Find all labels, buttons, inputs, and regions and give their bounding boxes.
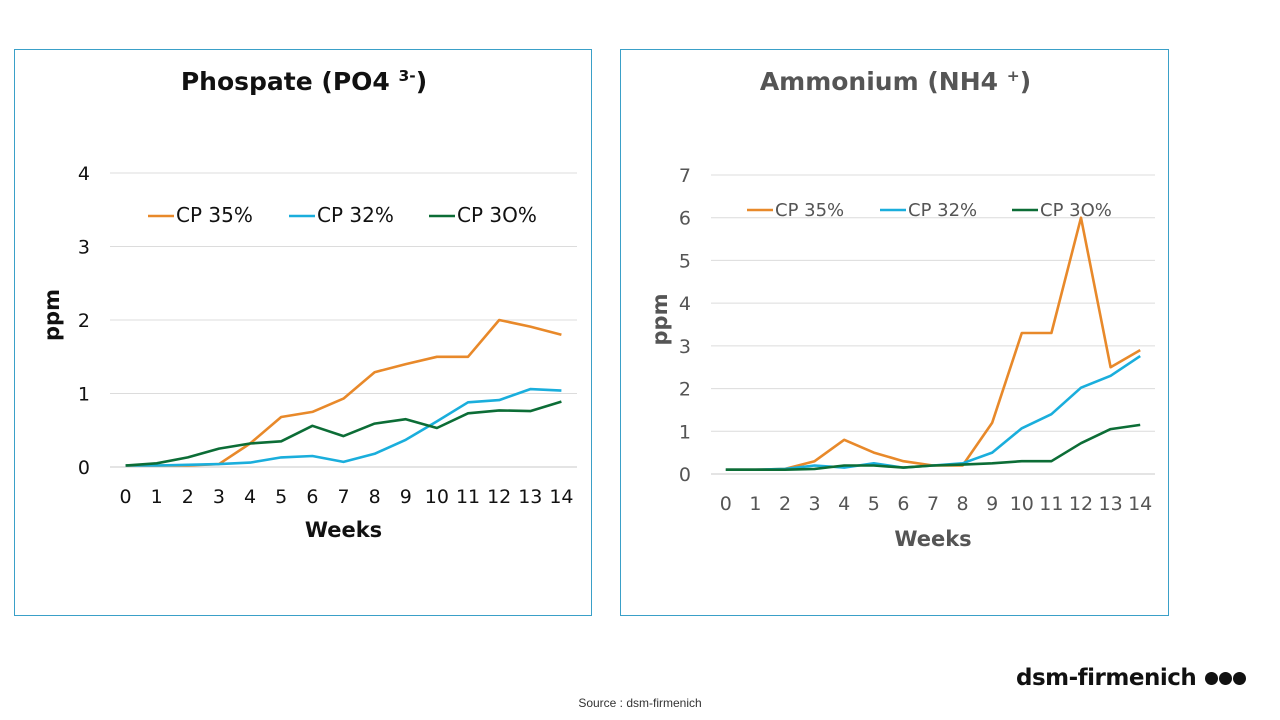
y-tick-label: 1 bbox=[679, 421, 691, 443]
x-tick-label: 3 bbox=[213, 486, 225, 508]
brand-name: dsm-firmenich bbox=[1016, 665, 1197, 691]
chart-title-superscript: 3- bbox=[399, 67, 416, 85]
x-tick-label: 8 bbox=[369, 486, 381, 508]
brand-logo: dsm-firmenich bbox=[1016, 662, 1247, 694]
y-tick-label: 2 bbox=[78, 310, 90, 332]
x-tick-label: 10 bbox=[1010, 493, 1034, 515]
series-line-2 bbox=[725, 355, 1141, 472]
series-line-1 bbox=[725, 216, 1141, 472]
x-tick-label: 6 bbox=[897, 493, 909, 515]
y-tick-label: 7 bbox=[679, 165, 691, 187]
y-tick-label: 5 bbox=[679, 250, 691, 272]
y-tick-label: 0 bbox=[679, 464, 691, 486]
brand-dots-icon bbox=[1204, 671, 1247, 685]
x-tick-label: 5 bbox=[275, 486, 287, 508]
chart-title-close: ) bbox=[1020, 67, 1031, 96]
legend-label: CP 32% bbox=[908, 200, 977, 221]
x-tick-label: 1 bbox=[749, 493, 761, 515]
x-tick-label: 13 bbox=[518, 486, 542, 508]
x-tick-label: 14 bbox=[549, 486, 573, 508]
chart-title-main: Ammonium (NH4 bbox=[760, 67, 1007, 96]
x-tick-label: 0 bbox=[720, 493, 732, 515]
x-tick-label: 9 bbox=[986, 493, 998, 515]
x-tick-label: 4 bbox=[244, 486, 256, 508]
x-tick-label: 11 bbox=[456, 486, 480, 508]
series-line-1 bbox=[125, 318, 562, 467]
chart-title-main: Phospate (PO4 bbox=[181, 67, 399, 96]
legend-label: CP 35% bbox=[176, 203, 253, 227]
x-tick-label: 1 bbox=[151, 486, 163, 508]
x-tick-label: 10 bbox=[425, 486, 449, 508]
phosphate-chart-panel: Phospate (PO4 3-) 0 1 2 3 4 0 1 2 3 4 5 6 7 8 9 10 11 12 13… bbox=[14, 49, 592, 616]
x-tick-label: 0 bbox=[120, 486, 132, 508]
x-tick-label: 4 bbox=[838, 493, 850, 515]
y-tick-label: 6 bbox=[679, 208, 691, 230]
y-tick-label: 4 bbox=[679, 293, 691, 315]
x-tick-label: 9 bbox=[400, 486, 412, 508]
legend-label: CP 3O% bbox=[1040, 200, 1112, 221]
y-axis-label: ppm bbox=[40, 289, 64, 341]
x-tick-label: 2 bbox=[779, 493, 791, 515]
x-tick-label: 14 bbox=[1128, 493, 1152, 515]
legend-label: CP 3O% bbox=[457, 203, 537, 227]
y-tick-label: 3 bbox=[679, 336, 691, 358]
legend-label: CP 35% bbox=[775, 200, 844, 221]
chart-title-superscript: + bbox=[1007, 67, 1020, 85]
series-line-2 bbox=[125, 387, 562, 467]
x-tick-label: 5 bbox=[868, 493, 880, 515]
y-tick-label: 4 bbox=[78, 163, 90, 185]
series-line-3 bbox=[725, 423, 1141, 472]
x-tick-label: 12 bbox=[1069, 493, 1093, 515]
ammonium-chart-panel: Ammonium (NH4 +) 0 1 2 3 4 5 6 7 0 1 2 3 4 5 6 7 8 9 10 11 12… bbox=[620, 49, 1169, 616]
x-tick-label: 7 bbox=[337, 486, 349, 508]
y-tick-label: 0 bbox=[78, 457, 90, 479]
y-tick-label: 1 bbox=[78, 384, 90, 406]
x-tick-label: 2 bbox=[182, 486, 194, 508]
y-tick-label: 2 bbox=[679, 379, 691, 401]
x-axis-label: Weeks bbox=[894, 527, 971, 551]
x-tick-label: 7 bbox=[927, 493, 939, 515]
chart-title-close: ) bbox=[416, 67, 427, 96]
chart-title: Phospate (PO4 3-) bbox=[181, 67, 427, 96]
chart-title: Ammonium (NH4 +) bbox=[760, 67, 1031, 96]
x-axis-label: Weeks bbox=[305, 518, 382, 542]
x-tick-label: 8 bbox=[957, 493, 969, 515]
x-tick-label: 13 bbox=[1099, 493, 1123, 515]
y-tick-label: 3 bbox=[78, 237, 90, 259]
x-tick-label: 6 bbox=[306, 486, 318, 508]
x-tick-label: 11 bbox=[1039, 493, 1063, 515]
x-tick-label: 3 bbox=[809, 493, 821, 515]
legend-label: CP 32% bbox=[317, 203, 394, 227]
x-tick-label: 12 bbox=[487, 486, 511, 508]
source-note: Source : dsm-firmenich bbox=[578, 696, 702, 710]
y-axis-label: ppm bbox=[648, 294, 672, 346]
series-line-3 bbox=[125, 400, 562, 467]
